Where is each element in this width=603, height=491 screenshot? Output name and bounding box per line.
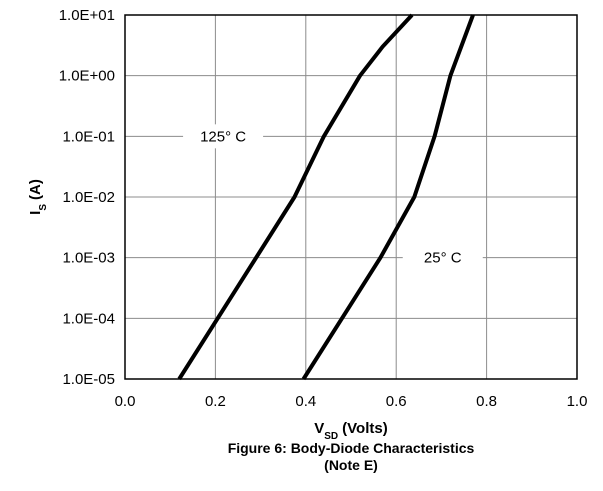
figure-note: (Note E) (324, 457, 378, 473)
series-lines (177, 13, 475, 381)
x-tick-label: 0.4 (295, 393, 316, 410)
series-line-1 (301, 14, 475, 381)
y-tick-label: 1.0E-05 (62, 371, 115, 388)
x-tick-label: 0.2 (205, 393, 226, 410)
y-axis-title: IS(A) (27, 179, 49, 215)
y-tick-label: 1.0E-04 (62, 310, 115, 327)
annotation-label: 25° C (424, 250, 462, 267)
annotation-bg (183, 124, 264, 149)
y-tick-label: 1.0E-01 (62, 128, 115, 145)
x-tick-label: 1.0 (567, 393, 588, 410)
y-tick-labels: 1.0E-05 1.0E-04 1.0E-03 1.0E-02 1.0E-01 1.0E+… (59, 7, 115, 388)
annotations: 125° C 25° C (183, 124, 483, 270)
x-tick-labels: 0.0 0.2 0.4 0.6 0.8 1.0 (115, 393, 588, 410)
series-line-0 (177, 13, 414, 381)
x-tick-label: 0.8 (476, 393, 497, 410)
plot-frame (124, 14, 578, 380)
x-tick-label: 0.0 (115, 393, 136, 410)
figure-title: Figure 6: Body-Diode Characteristics (227, 440, 475, 456)
y-tick-label: 1.0E+00 (59, 68, 115, 85)
x-axis-title: VSD (Volts) (314, 420, 387, 440)
annotation-label: 125° C (200, 128, 246, 145)
x-tick-label: 0.6 (386, 393, 407, 410)
y-tick-label: 1.0E+01 (59, 7, 115, 24)
y-tick-label: 1.0E-03 (62, 250, 115, 267)
chart: 1.0E-05 1.0E-04 1.0E-03 1.0E-02 1.0E-01 1.0E+… (27, 7, 588, 440)
annotation-bg (402, 245, 483, 270)
y-tick-label: 1.0E-02 (62, 189, 115, 206)
